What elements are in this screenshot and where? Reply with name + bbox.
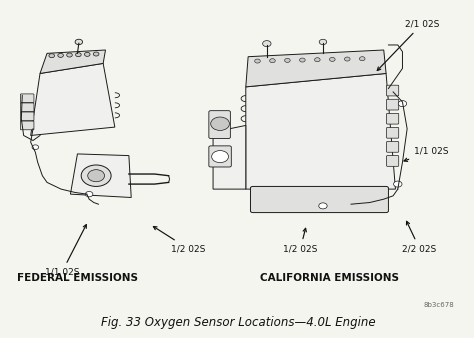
- Circle shape: [32, 145, 38, 149]
- Polygon shape: [31, 64, 115, 136]
- Circle shape: [75, 53, 81, 57]
- FancyBboxPatch shape: [20, 121, 34, 130]
- Text: 1/2 02S: 1/2 02S: [154, 226, 205, 253]
- Text: CALIFORNIA EMISSIONS: CALIFORNIA EMISSIONS: [261, 273, 400, 283]
- Text: FEDERAL EMISSIONS: FEDERAL EMISSIONS: [17, 273, 138, 283]
- Circle shape: [319, 39, 327, 45]
- FancyBboxPatch shape: [20, 103, 34, 112]
- Text: 1/1 02S: 1/1 02S: [45, 225, 86, 276]
- Circle shape: [75, 39, 82, 45]
- Circle shape: [319, 203, 327, 209]
- FancyBboxPatch shape: [387, 113, 399, 124]
- FancyBboxPatch shape: [387, 142, 399, 152]
- Circle shape: [315, 58, 320, 62]
- FancyBboxPatch shape: [209, 111, 230, 139]
- Text: 1/1 02S: 1/1 02S: [404, 147, 449, 162]
- Circle shape: [255, 59, 260, 63]
- Text: Fig. 33 Oxygen Sensor Locations—4.0L Engine: Fig. 33 Oxygen Sensor Locations—4.0L Eng…: [101, 316, 376, 329]
- Circle shape: [329, 57, 335, 62]
- Circle shape: [84, 52, 90, 56]
- Text: 2/2 02S: 2/2 02S: [402, 221, 437, 253]
- Circle shape: [212, 150, 228, 163]
- Circle shape: [67, 53, 73, 57]
- Polygon shape: [246, 50, 386, 87]
- Circle shape: [93, 52, 99, 56]
- Text: 2/1 02S: 2/1 02S: [377, 20, 439, 71]
- Circle shape: [81, 165, 111, 187]
- FancyBboxPatch shape: [387, 155, 399, 166]
- Circle shape: [58, 53, 64, 57]
- Circle shape: [49, 54, 55, 58]
- Circle shape: [393, 181, 402, 187]
- FancyBboxPatch shape: [250, 187, 388, 213]
- Circle shape: [300, 58, 305, 62]
- Polygon shape: [213, 125, 246, 189]
- Text: 1/2 02S: 1/2 02S: [283, 228, 318, 253]
- Circle shape: [88, 170, 105, 182]
- Circle shape: [398, 101, 407, 107]
- Circle shape: [345, 57, 350, 61]
- Circle shape: [85, 191, 93, 197]
- Text: 8b3c678: 8b3c678: [423, 302, 454, 308]
- FancyBboxPatch shape: [387, 127, 399, 138]
- FancyBboxPatch shape: [20, 94, 34, 103]
- FancyBboxPatch shape: [387, 85, 399, 96]
- Circle shape: [263, 41, 271, 47]
- Polygon shape: [40, 50, 106, 73]
- Circle shape: [359, 57, 365, 61]
- FancyBboxPatch shape: [209, 146, 231, 167]
- Polygon shape: [71, 154, 131, 197]
- Circle shape: [284, 58, 290, 63]
- Circle shape: [211, 117, 229, 130]
- Circle shape: [270, 59, 275, 63]
- FancyBboxPatch shape: [387, 99, 399, 110]
- FancyBboxPatch shape: [20, 112, 34, 121]
- Polygon shape: [246, 73, 395, 189]
